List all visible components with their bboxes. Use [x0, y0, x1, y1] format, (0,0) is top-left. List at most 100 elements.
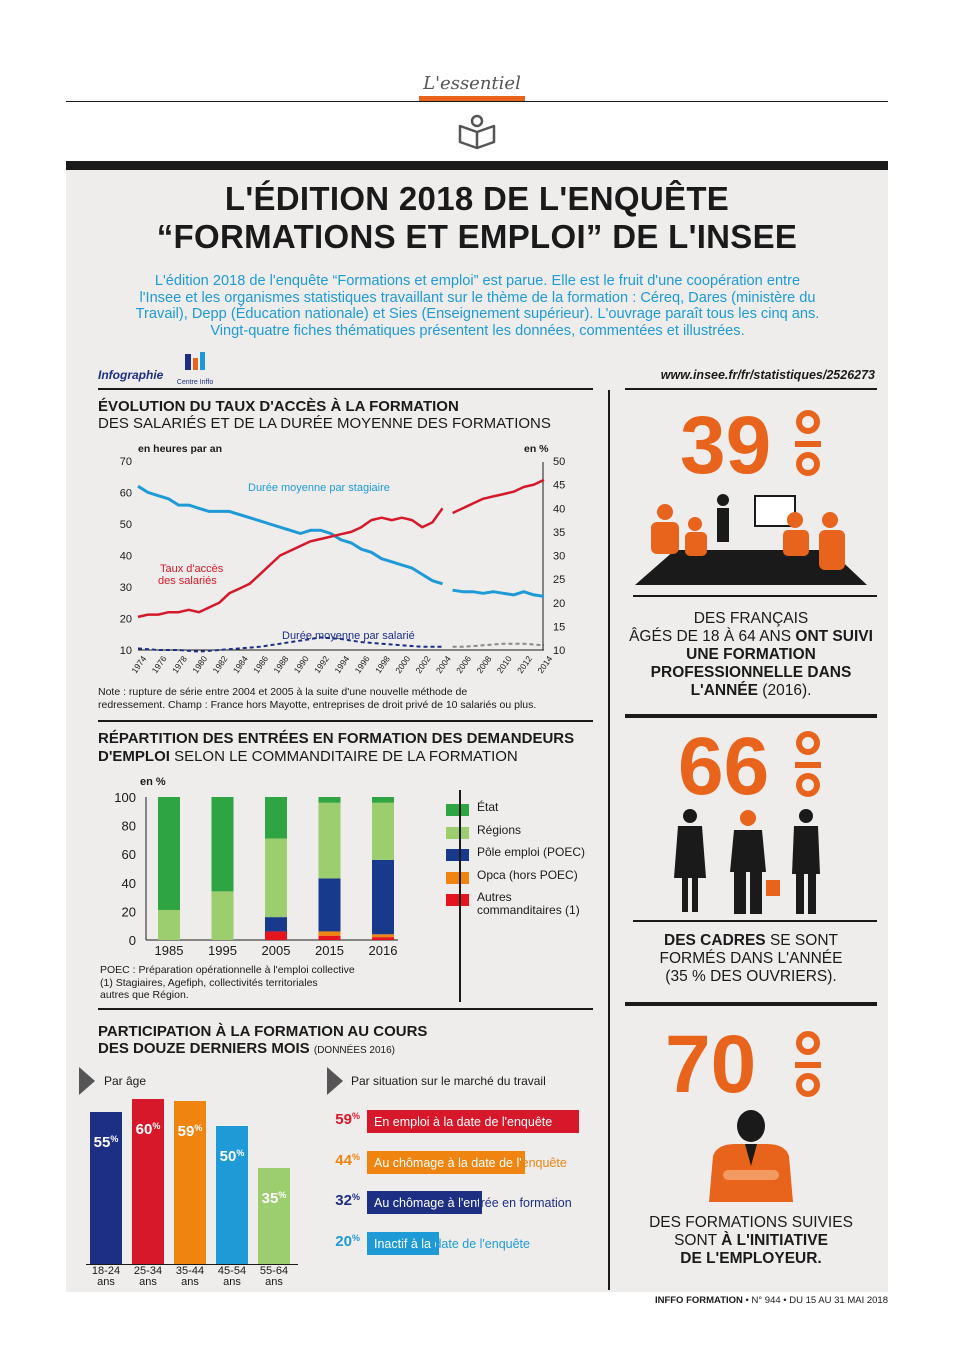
bar-segment [372, 937, 394, 940]
age-category-part: ans [181, 1275, 199, 1288]
x-tick-label: 1974 [129, 654, 148, 675]
chart1-subtitle: DES SALARIÉS ET DE LA DURÉE MOYENNE DES … [98, 415, 551, 432]
y-tick-label: 60 [122, 847, 136, 862]
age-category-label: 25-34 ans [128, 1266, 168, 1287]
situation-value: 59% [320, 1111, 360, 1128]
x-category-label: 2015 [315, 943, 344, 958]
age-category-part: ans [97, 1275, 115, 1288]
series-stagiaire-line-new [452, 588, 545, 598]
age-category-label: 45-54 ans [212, 1266, 252, 1287]
legend-label: Régions [477, 823, 521, 837]
situation-row: 44% Au chômage à la date de l'enquêteAu c… [320, 1150, 605, 1175]
situation-number: 32 [335, 1192, 352, 1209]
stat2-line-1: DES CADRES [664, 932, 766, 949]
logo-text: Centre Inffo [176, 379, 214, 386]
label-salarie: Durée moyenne par salarié [282, 630, 415, 642]
source-url[interactable]: www.insee.fr/fr/statistiques/2526273 [660, 368, 875, 382]
left-tick-label: 70 [120, 456, 132, 468]
divider-chart1 [98, 720, 593, 722]
chart2-title-2: D'EMPLOI SELON LE COMMANDITAIRE DE LA FO… [98, 748, 518, 765]
age-category-label: 18-24 ans [86, 1266, 126, 1287]
situation-unit: % [351, 1192, 360, 1202]
age-bar-number: 60 [135, 1120, 153, 1138]
x-tick-label: 1988 [271, 654, 290, 675]
bar-segment [211, 891, 234, 940]
divider-top-right [625, 388, 877, 390]
stat3-line-2: SONT [674, 1232, 717, 1249]
age-bar-unit: % [110, 1134, 119, 1145]
x-tick-label: 1978 [170, 654, 189, 675]
y-tick-label: 40 [122, 876, 136, 891]
section-label: L'essentiel [423, 73, 521, 94]
x-tick-label: 2012 [515, 654, 534, 675]
x-category-label: 2016 [369, 943, 398, 958]
situation-label-wrap: Inactif à la date de l'enquêteInactif à … [374, 1233, 530, 1255]
situation-value: 20% [320, 1233, 360, 1250]
x-tick-label: 1998 [373, 654, 392, 675]
right-tick-label: 15 [553, 621, 565, 633]
workers-illustration [674, 809, 820, 914]
situation-label-inside: Au chômage à l'entrée en formation [374, 1196, 479, 1210]
bar-segment [265, 917, 287, 932]
chart2-note-line-1: POEC : Préparation opérationnelle à l'em… [100, 964, 355, 976]
legend-label-line: État [477, 800, 499, 814]
right-tick-label: 25 [553, 574, 565, 586]
meeting-illustration [635, 494, 867, 585]
y-tick-label: 100 [114, 790, 136, 805]
x-tick-label: 1990 [292, 654, 311, 675]
stat2-line-4: (35 % DES OUVRIERS). [665, 968, 837, 985]
right-tick-label: 35 [553, 527, 565, 539]
age-bar-unit: % [236, 1148, 245, 1159]
left-tick-label: 60 [120, 488, 132, 500]
legend-divider [459, 790, 461, 1002]
stat1-line-5: L'ANNÉE [690, 682, 758, 699]
footer-brand: INFFO FORMATION [654, 1295, 743, 1306]
situation-label-wrap: En emploi à la date de l'enquête En emplo… [374, 1111, 552, 1133]
chart2-title-2-rest: SELON LE COMMANDITAIRE DE LA FORMATION [174, 748, 518, 765]
situation-row: 59% En emploi à la date de l'enquête En em… [320, 1110, 605, 1134]
intro-line-4: Vingt-quatre fiches thématiques présente… [210, 322, 745, 339]
stat3-line-1: DES FORMATIONS SUIVIES [649, 1214, 853, 1231]
legend-swatch [446, 894, 469, 906]
situation-value: 32% [320, 1192, 360, 1209]
age-category-label: 35-44 ans [170, 1266, 210, 1287]
header-rule [66, 101, 888, 102]
age-bar-unit: % [194, 1123, 203, 1134]
situation-number: 44 [335, 1151, 352, 1169]
bar-segment [318, 931, 341, 936]
situation-label-inside: Inactif à la date de l'enquête [374, 1236, 436, 1251]
age-bar-number: 55 [93, 1134, 111, 1152]
chart3-title-2: DES DOUZE DERNIERS MOIS [98, 1040, 310, 1057]
age-category-part: ans [265, 1275, 283, 1288]
situation-unit: % [351, 1111, 360, 1121]
legend-label: Autres commanditaires (1) [477, 891, 580, 917]
percent-icon [795, 1030, 821, 1105]
situation-label-wrap: Au chômage à la date de l'enquêteAu chôm… [374, 1152, 567, 1174]
series-stagiaire-line [137, 484, 443, 586]
stat1-text: DES FRANÇAIS ÂGÉS DE 18 À 64 ANS ONT SUI… [625, 610, 877, 700]
age-category-part: 45-54 [217, 1265, 247, 1277]
age-bar: 59% [174, 1101, 206, 1264]
age-bar-unit: % [278, 1189, 287, 1200]
legend-swatch [446, 804, 469, 816]
legend-label-line: Pôle emploi (POEC) [477, 845, 586, 859]
stat2-line-3: FORMÉS DANS L'ANNÉE [659, 950, 843, 967]
chart2-note-line-3: autres que Région. [100, 989, 189, 1001]
age-bar-value: 35% [258, 1190, 290, 1207]
stat-block-2: 66 DES CADRES SE SONT FORMÉS DANS L'ANNÉ… [625, 722, 877, 1002]
title-line-2: “FORMATIONS ET EMPLOI” DE L'INSEE [156, 218, 798, 255]
x-tick-label: 1976 [150, 654, 169, 675]
x-category-label: 1995 [208, 943, 237, 958]
age-bar-unit: % [152, 1120, 161, 1131]
stat1-value: 39 [680, 400, 772, 491]
series-acces-line-new [452, 478, 545, 515]
situation-row: 32% Au chômage à l'entrée en formationAu … [320, 1191, 605, 1215]
x-tick-label: 2000 [393, 654, 412, 675]
age-bar-number: 59 [177, 1123, 195, 1141]
stat2-text: DES CADRES SE SONT FORMÉS DANS L'ANNÉE (… [625, 932, 877, 986]
series-salarie-line [137, 636, 443, 653]
bar-segment [318, 802, 341, 879]
legend-label: État [477, 801, 498, 814]
bar-segment [318, 878, 341, 932]
x-tick-label: 1992 [312, 654, 331, 675]
